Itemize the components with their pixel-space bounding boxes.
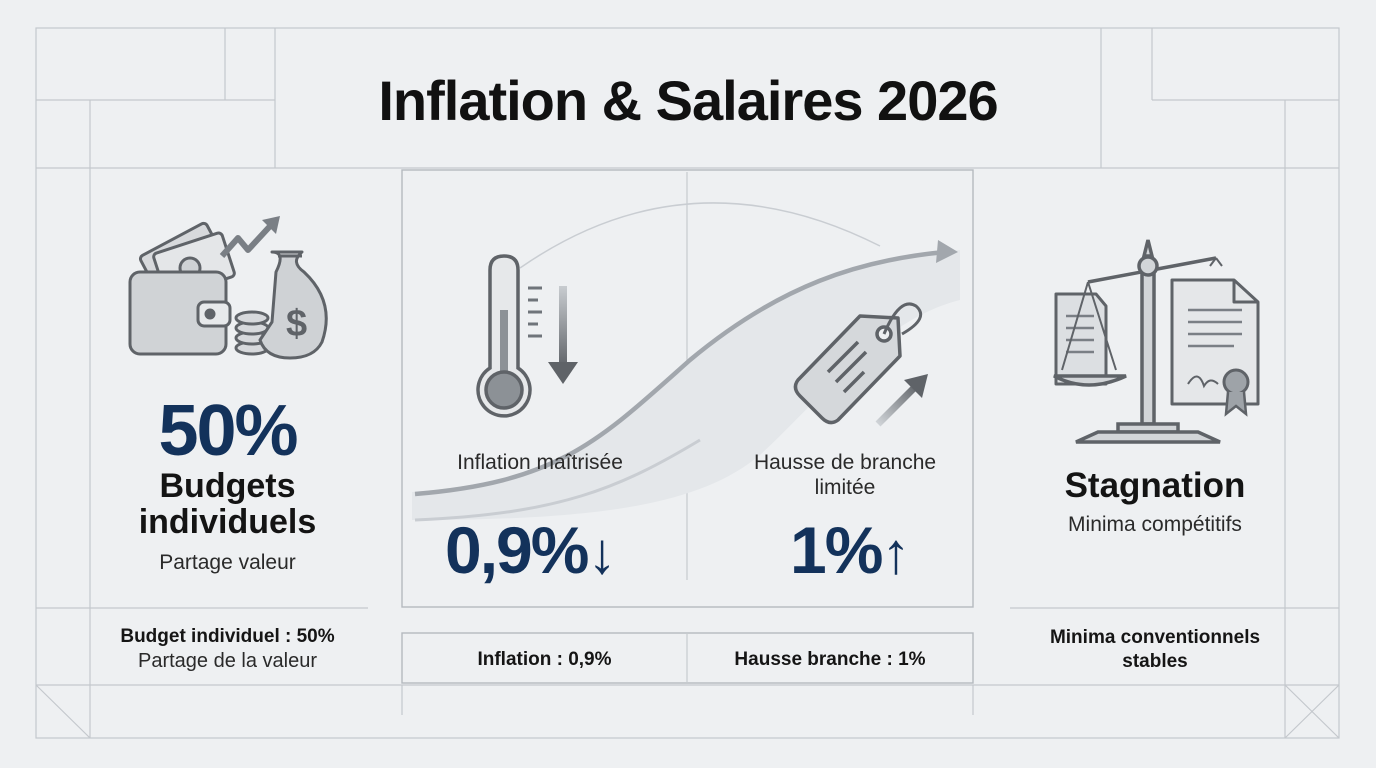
inflation-label: Inflation maîtrisée xyxy=(457,451,623,474)
arrow-down-icon: ↓ xyxy=(587,521,616,586)
budget-subtitle: Partage valeur xyxy=(159,551,296,574)
arrow-up-icon: ↑ xyxy=(881,521,910,586)
footer-inflation: Inflation : 0,9% xyxy=(477,649,612,670)
price-tag-up-icon xyxy=(793,302,928,427)
footer-budget-bold: Budget individuel : 50% xyxy=(120,626,335,647)
inflation-value-row: 0,9%↓ xyxy=(445,512,616,588)
hausse-value: 1% xyxy=(790,513,883,587)
wallet-money-icon: $ xyxy=(128,216,328,360)
footer-budget-sub: Partage de la valeur xyxy=(137,650,317,672)
budget-heading: Budgets individuels xyxy=(138,467,317,541)
footer-minima: Minima conventionnels stables xyxy=(1049,627,1261,672)
footer-hausse: Hausse branche : 1% xyxy=(734,649,926,670)
hausse-value-row: 1%↑ xyxy=(790,512,910,588)
hausse-label: Hausse de branche limitée xyxy=(753,451,937,499)
budget-percent-value: 50% xyxy=(158,391,298,471)
stagnation-subtitle: Minima compétitifs xyxy=(1068,513,1242,536)
thermometer-down-icon xyxy=(476,254,578,418)
inflation-value: 0,9% xyxy=(445,513,589,587)
page-title: Inflation & Salaires 2026 xyxy=(378,69,998,132)
stagnation-heading: Stagnation xyxy=(1064,466,1246,505)
svg-text:$: $ xyxy=(286,303,307,345)
balance-scale-documents-icon xyxy=(1053,239,1260,444)
